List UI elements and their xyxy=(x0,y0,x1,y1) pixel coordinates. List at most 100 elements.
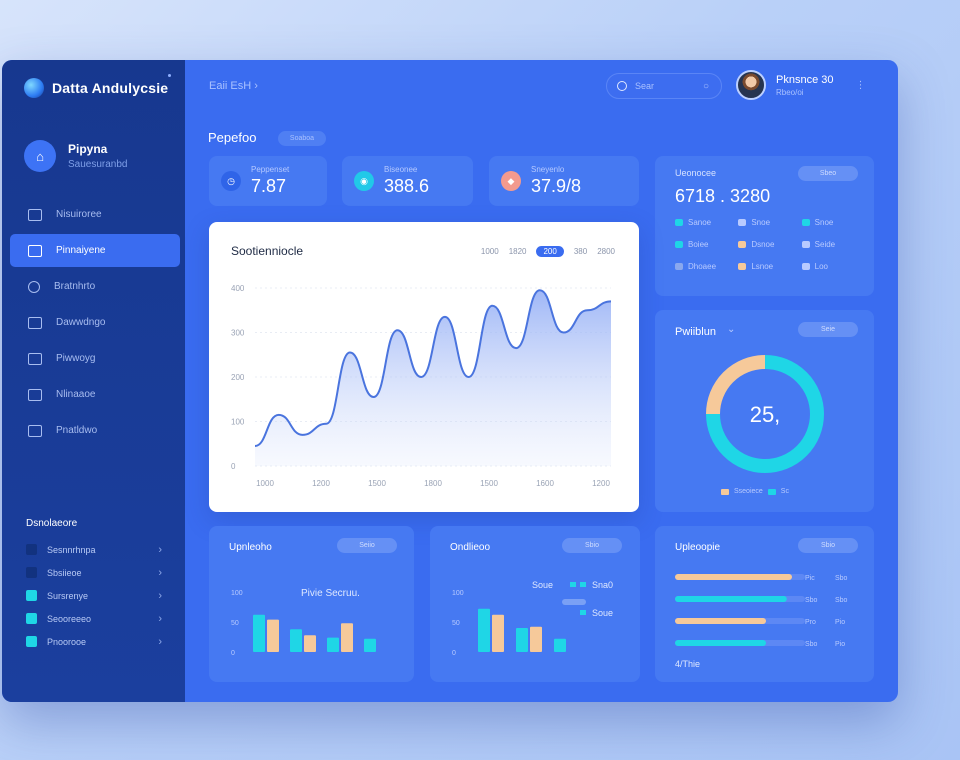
sidebar-sub-list: Sesnnrhnpa › Sbsiieoe › Sursrenye › Seooreeeo ›… xyxy=(26,538,166,653)
sidebar-item-4[interactable]: Piwwoyg xyxy=(10,342,180,375)
range-option-1[interactable]: 1820 xyxy=(508,247,527,256)
search-input[interactable] xyxy=(635,81,695,91)
bar-cyan-0 xyxy=(253,614,265,652)
globe-icon: ◉ xyxy=(354,171,374,191)
hbar-right-label: Pio xyxy=(835,641,845,648)
range-option-3[interactable]: 380 xyxy=(573,247,588,256)
stat-card-2[interactable]: ◉ Biseonee 388.6 xyxy=(342,156,473,206)
donut-card: Pwiiblun ⌄ Seie 25, Sseoiece Sc xyxy=(655,310,874,512)
sub-item-3[interactable]: Seooreeeo › xyxy=(26,607,166,630)
stat-card-3[interactable]: ◆ Sneyenlo 37.9/8 xyxy=(489,156,639,206)
x-tick-label: 1500 xyxy=(368,479,386,488)
bar-card-2-title: Ondlieoo xyxy=(450,542,491,553)
bar-cyan-2 xyxy=(327,637,339,652)
user-subtitle: Rbeo/oi xyxy=(776,87,804,97)
sub-item-1[interactable]: Sbsiieoe › xyxy=(26,561,166,584)
hbar-fill-3 xyxy=(675,640,766,646)
annotation-swatch xyxy=(580,610,586,615)
chevron-down-icon[interactable]: ⌄ xyxy=(727,324,736,335)
sidebar-item-3[interactable]: Dawwdngo xyxy=(10,306,180,339)
bar-cyan-1 xyxy=(516,628,528,652)
user-menu[interactable]: Pknsnce 30 Rbeo/oi ⋮ xyxy=(736,70,865,100)
page-pill[interactable]: Soaboa xyxy=(278,131,326,146)
range-option-2[interactable]: 200 xyxy=(536,246,564,257)
sidebar-item-0[interactable]: Nisuiroree xyxy=(10,198,180,231)
donut-legend-label: Sseoiece xyxy=(734,488,763,495)
legend-swatch xyxy=(738,219,747,226)
search-icon xyxy=(617,81,627,91)
x-tick-label: 1800 xyxy=(424,479,442,488)
series-line xyxy=(254,289,612,447)
user-icon xyxy=(28,280,40,293)
bar-card-1-title: Upnleoho xyxy=(229,542,272,553)
x-tick-label: 1000 xyxy=(256,479,274,488)
range-option-0[interactable]: 1000 xyxy=(480,247,499,256)
legend-swatch xyxy=(675,263,683,270)
bar-cyan-2 xyxy=(554,638,566,652)
legend-label: Snoe xyxy=(814,218,834,227)
legend-swatch xyxy=(767,488,776,495)
folder-icon xyxy=(28,208,42,221)
legend-swatch xyxy=(801,241,810,248)
profile[interactable]: ⌂ Pipyna Sauesuranbd xyxy=(24,140,128,172)
chevron-right-icon: › xyxy=(158,589,162,602)
chart-icon xyxy=(28,352,42,365)
sidebar-item-label: Dawwdngo xyxy=(56,317,106,328)
y-tick-label: 400 xyxy=(231,284,245,293)
breadcrumb[interactable]: Eaii EsH › xyxy=(209,80,258,92)
sub-item-0[interactable]: Sesnnrhnpa › xyxy=(26,538,166,561)
stat-value: 37.9/8 xyxy=(531,176,582,196)
stat-label: Biseonee xyxy=(384,165,418,174)
y-tick-label: 100 xyxy=(452,590,464,597)
bar-card-2-pill[interactable]: Sbio xyxy=(562,538,622,553)
user-name: Pknsnce 30 xyxy=(776,73,834,86)
kpi-legend-item: Snoe xyxy=(801,218,865,227)
sub-item-label: Seooreeeo xyxy=(47,613,92,624)
legend-swatch xyxy=(675,241,683,248)
sidebar-item-label: Bratnhrto xyxy=(54,281,96,292)
kpi-card: Ueonocee Sbeo 6718 . 3280 Sanoe Snoe Snoe B… xyxy=(655,156,874,296)
hbar-card-pill[interactable]: Sbio xyxy=(798,538,858,553)
search-box[interactable]: ○ xyxy=(606,73,722,99)
sidebar-item-5[interactable]: Nlinaaoe xyxy=(10,378,180,411)
sidebar-item-1[interactable]: Pinnaiyene xyxy=(10,234,180,267)
sub-item-label: Sbsiieoe xyxy=(47,567,82,578)
sub-item-swatch xyxy=(26,567,37,578)
legend-label: Lsnoe xyxy=(751,262,774,271)
hbar-fill-0 xyxy=(675,574,792,580)
range-option-4[interactable]: 2800 xyxy=(597,247,615,256)
annotation-swatch xyxy=(570,582,576,587)
hbar-label: Sbo xyxy=(805,641,818,648)
x-tick-label: 1500 xyxy=(480,479,498,488)
user-avatar xyxy=(736,70,766,100)
more-icon[interactable]: ⋮ xyxy=(855,79,866,91)
legend-label: Snoe xyxy=(751,218,771,227)
brand[interactable]: Datta Andulycsie xyxy=(24,78,168,98)
sidebar-item-6[interactable]: Pnatldwo xyxy=(10,414,180,447)
chevron-right-icon: › xyxy=(158,635,162,648)
sidebar-item-label: Nisuiroree xyxy=(56,209,102,220)
main-chart-card: Sootienniocle 1000 1820 200 380 2800 400 300 2… xyxy=(209,222,639,512)
y-tick-label: 50 xyxy=(452,620,460,627)
hbar-right-label: Sbo xyxy=(835,597,848,604)
app-window: Datta Andulycsie ⌂ Pipyna Sauesuranbd Ni… xyxy=(2,60,898,702)
sub-item-4[interactable]: Pnoorooe › xyxy=(26,630,166,653)
sub-item-2[interactable]: Sursrenye › xyxy=(26,584,166,607)
bar-cyan-3 xyxy=(364,638,376,652)
stat-value: 388.6 xyxy=(384,176,430,196)
y-tick-label: 100 xyxy=(231,590,243,597)
area-fill xyxy=(255,290,611,466)
sidebar-item-label: Pnatldwo xyxy=(56,425,98,436)
brand-logo-icon xyxy=(24,78,44,98)
hbar-fill-2 xyxy=(675,618,766,624)
legend-swatch xyxy=(801,219,810,226)
microphone-icon[interactable]: ○ xyxy=(703,80,710,92)
legend-label: Loo xyxy=(814,262,829,271)
profile-name: Pipyna xyxy=(68,142,108,156)
stat-card-1[interactable]: ◷ Peppenset 7.87 xyxy=(209,156,327,206)
y-tick-label: 300 xyxy=(231,329,245,338)
bar-card-1-pill[interactable]: Seiio xyxy=(337,538,397,553)
sidebar-item-2[interactable]: Bratnhrto xyxy=(10,270,180,303)
donut-pill[interactable]: Seie xyxy=(798,322,858,337)
kpi-pill[interactable]: Sbeo xyxy=(798,166,858,181)
